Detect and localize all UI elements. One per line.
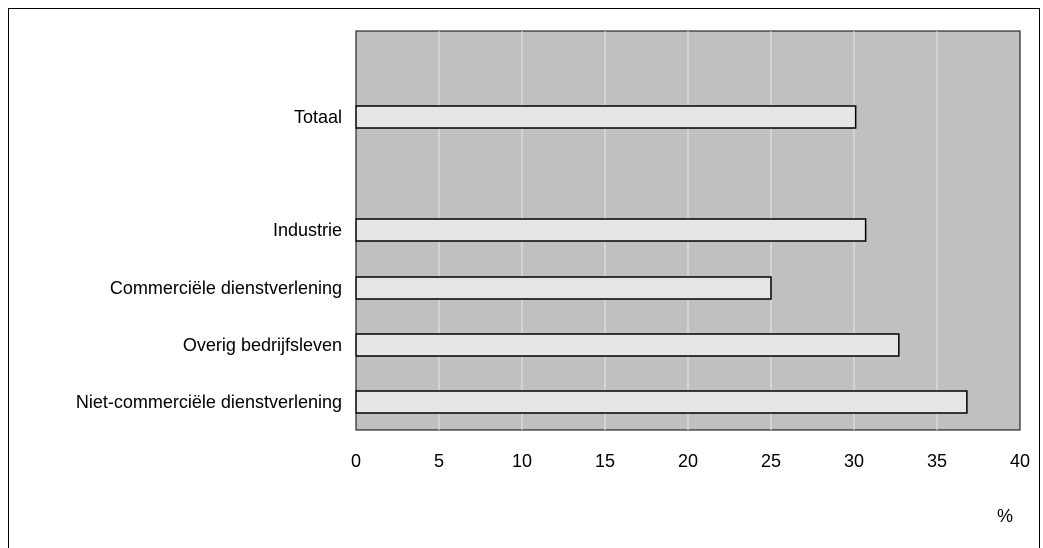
category-label: Overig bedrijfsleven	[183, 335, 342, 355]
x-tick-label: 30	[844, 451, 864, 471]
x-tick-label: 35	[927, 451, 947, 471]
bar	[355, 276, 772, 300]
x-tick-label: 25	[761, 451, 781, 471]
x-tick-label: 5	[434, 451, 444, 471]
category-labels: Totaal Industrie Commerciële dienstverleni…	[76, 107, 342, 412]
chart-frame	[8, 8, 1040, 548]
bar	[355, 105, 857, 129]
x-tick-labels: 0 5 10 15 20 25 30 35 40	[351, 451, 1030, 471]
bar	[355, 390, 968, 414]
bars	[355, 105, 968, 414]
x-tick-label: 0	[351, 451, 361, 471]
x-tick-label: 10	[512, 451, 532, 471]
x-tick-label: 40	[1010, 451, 1030, 471]
x-axis-unit-label: %	[997, 506, 1013, 526]
category-label: Totaal	[294, 107, 342, 127]
x-tick-label: 20	[678, 451, 698, 471]
bar	[355, 333, 900, 357]
category-label: Niet-commerciële dienstverlening	[76, 392, 342, 412]
bar	[355, 218, 867, 242]
x-tick-label: 15	[595, 451, 615, 471]
category-label: Commerciële dienstverlening	[110, 278, 342, 298]
category-label: Industrie	[273, 220, 342, 240]
